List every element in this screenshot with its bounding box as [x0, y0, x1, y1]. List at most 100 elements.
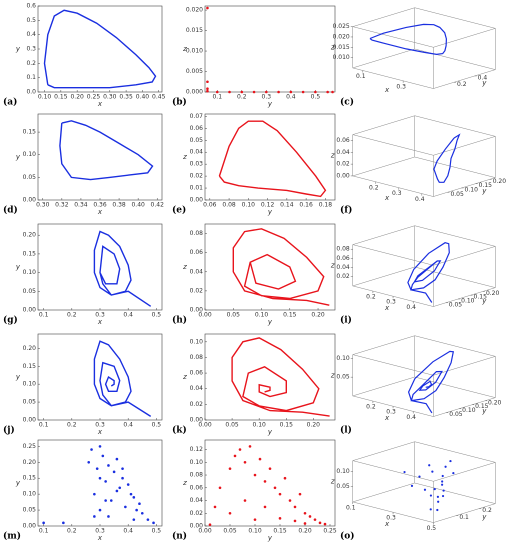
y-tick-label: 0.00	[190, 197, 204, 204]
x-axis-label: x	[384, 414, 390, 422]
x-tick-label: 0.1	[39, 422, 49, 429]
y-tick-label: 0.20	[23, 232, 37, 239]
z-tick-label: 0.025	[333, 23, 350, 30]
box-edge	[433, 503, 496, 523]
y-tick-label: 0.10	[462, 407, 476, 414]
y-tick-label: 0.15	[23, 129, 37, 136]
trajectory	[93, 230, 152, 307]
box-edge	[414, 115, 496, 137]
point	[418, 475, 421, 478]
x-axis-label: y	[267, 318, 273, 326]
y-tick-label: 0.06	[190, 370, 204, 377]
point	[129, 492, 133, 496]
box-edge	[433, 287, 496, 307]
point	[90, 448, 93, 451]
point	[441, 483, 444, 486]
point	[206, 80, 209, 84]
point	[42, 521, 45, 525]
y-tick-label: 0.00	[23, 197, 37, 204]
box-edge	[352, 26, 434, 48]
z-tick-label: 0.020	[333, 33, 350, 40]
trajectory	[43, 9, 157, 89]
point	[283, 476, 287, 480]
box-edge	[352, 244, 434, 266]
x-tick-label: 0.20	[307, 422, 321, 429]
y-tick-label: 0.5	[26, 17, 36, 24]
x-tick-label: 0.2	[67, 528, 77, 535]
x-tick-label: 0.18	[319, 202, 333, 209]
plot-frame	[204, 439, 336, 527]
trajectory	[93, 340, 152, 417]
y-tick-label: 0.10	[465, 186, 479, 193]
x-tick-label: 0.3	[396, 83, 406, 90]
panel-label: (c)	[340, 97, 354, 108]
point	[206, 89, 209, 93]
point	[124, 505, 127, 509]
point	[288, 499, 292, 502]
x-axis-label: y	[267, 100, 273, 108]
point	[331, 90, 334, 94]
point	[428, 464, 431, 467]
x-tick-label: 0.40	[131, 202, 145, 209]
box-edge	[433, 246, 496, 266]
box-edge	[352, 156, 415, 177]
y-tick-label: 0.4	[26, 31, 36, 38]
y-tick-label: 0.08	[190, 354, 204, 361]
y-tick-label: 0.15	[474, 294, 488, 301]
x-tick-label: 0.5	[311, 94, 321, 101]
y-tick-label: 0.4	[478, 74, 488, 81]
x-axis-label: x	[97, 100, 103, 108]
panel-label: (m)	[3, 531, 21, 542]
panel-label: (i)	[340, 315, 352, 326]
box-edge	[433, 462, 496, 482]
point	[431, 470, 434, 473]
point	[308, 515, 312, 518]
point	[248, 445, 252, 448]
z-tick-label: 0.015	[333, 44, 350, 51]
x-tick-label: 0.40	[136, 94, 150, 101]
x-tick-label: 0.4	[123, 528, 133, 535]
y-tick-label: 0.020	[186, 7, 203, 14]
y-tick-label: 0.0	[26, 89, 36, 96]
plot-frame	[37, 113, 163, 201]
point	[238, 448, 242, 451]
point	[233, 454, 237, 458]
y-tick-label: 0.04	[190, 385, 204, 392]
y-tick-label: 0.05	[450, 191, 464, 198]
panel-label: (l)	[340, 425, 352, 436]
x-tick-label: 0.00	[198, 312, 212, 319]
x-tick-label: 0.4	[415, 196, 425, 203]
x-tick-label: 0.3	[95, 422, 105, 429]
point	[403, 470, 406, 474]
box-edge	[352, 175, 434, 197]
y-tick-label: 0.1	[26, 74, 36, 81]
y-tick-label: 0.25	[23, 443, 37, 450]
x-axis-label: x	[97, 318, 103, 326]
box-edge	[352, 115, 415, 135]
y-tick-label: 0.15	[23, 363, 37, 370]
point	[449, 459, 452, 463]
y-tick-label: 0.05	[23, 174, 37, 181]
point	[429, 508, 432, 511]
point	[436, 508, 439, 512]
trajectory	[231, 337, 330, 417]
point	[121, 467, 124, 470]
y-tick-label: 0.08	[190, 472, 204, 479]
y-tick-label: 0.05	[449, 411, 463, 418]
z-tick-label: 0.06	[336, 137, 350, 144]
x-tick-label: 0.20	[311, 312, 325, 319]
x-tick-label: 0.1	[39, 528, 49, 535]
point	[138, 502, 141, 506]
y-tick-label: 0.02	[190, 401, 204, 408]
plot-frame	[204, 333, 336, 421]
point	[228, 467, 232, 470]
y-tick-label: 0.015	[186, 27, 203, 34]
point	[436, 495, 439, 498]
point	[115, 457, 119, 461]
panel-label: (n)	[172, 531, 187, 542]
point	[93, 515, 96, 518]
trajectory	[232, 228, 330, 306]
point	[121, 476, 124, 480]
box-edge	[433, 177, 496, 197]
z-tick-label: 0.04	[336, 149, 350, 156]
